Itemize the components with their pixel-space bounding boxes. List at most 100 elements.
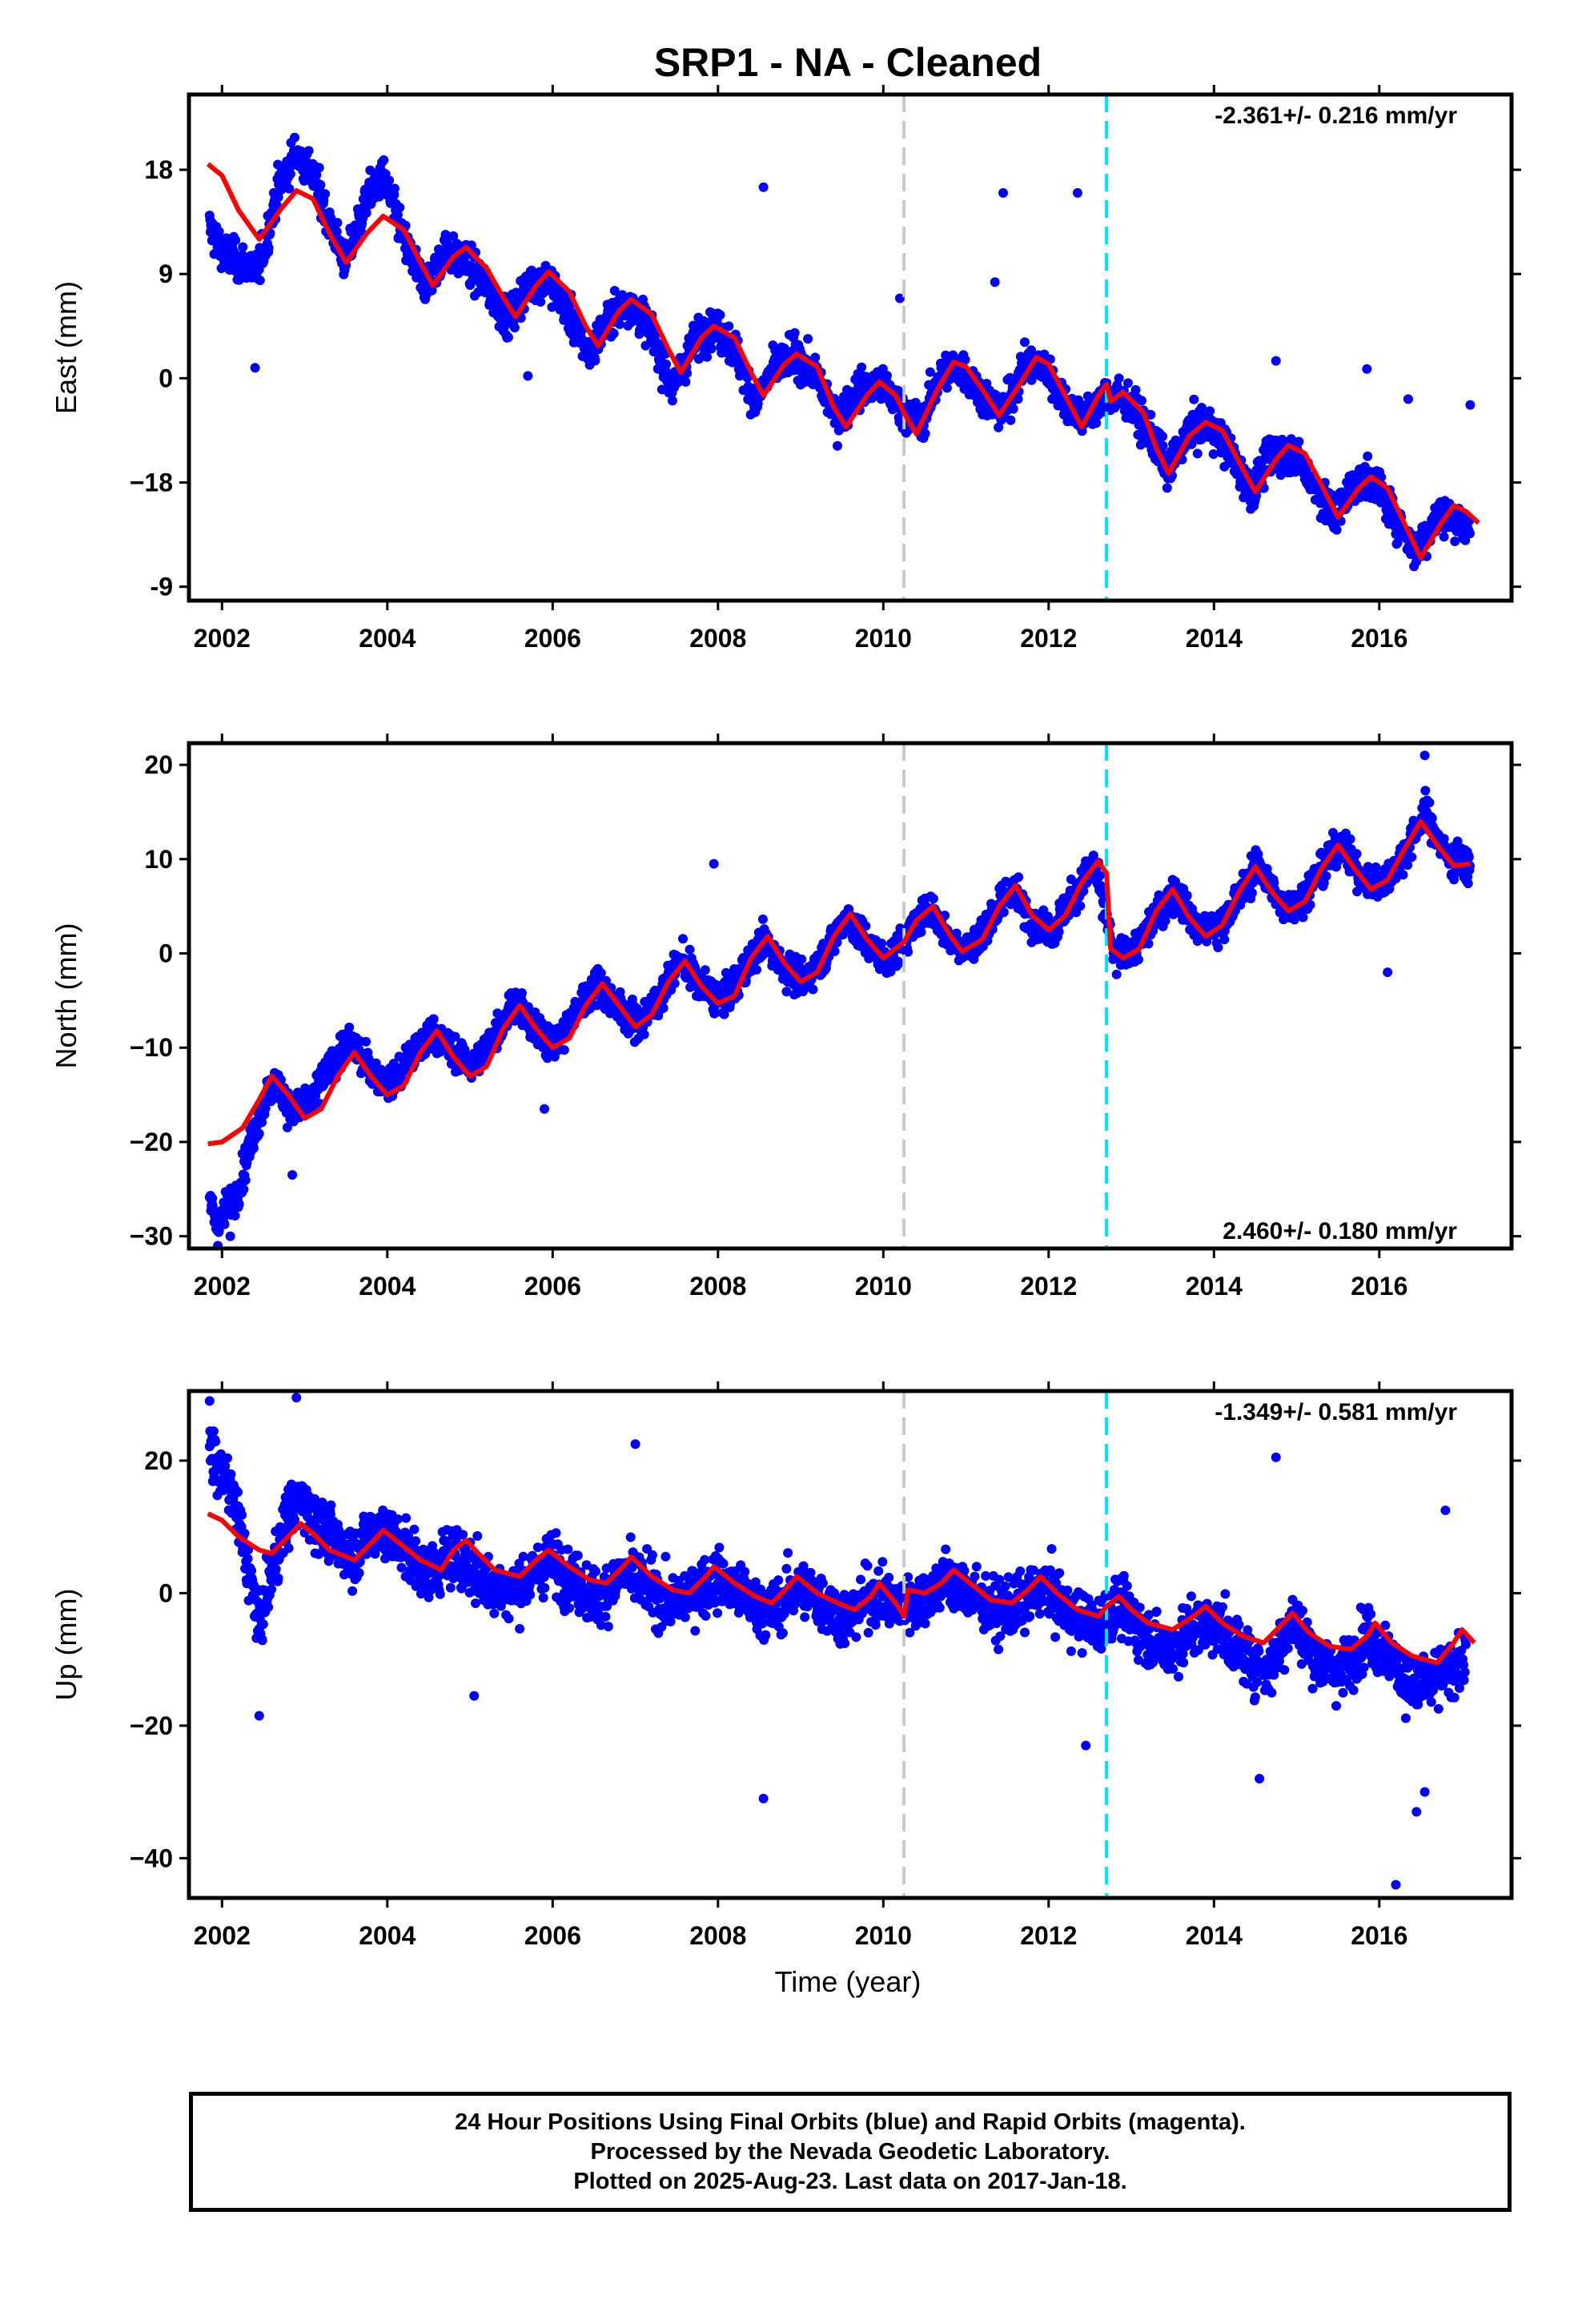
east-data-point bbox=[1392, 537, 1403, 548]
east-data-point bbox=[263, 243, 274, 253]
north-data-point bbox=[260, 1103, 271, 1113]
east-data-point bbox=[440, 230, 451, 239]
east-outlier-point bbox=[1072, 187, 1082, 198]
east-data-point bbox=[789, 328, 800, 338]
east-data-point bbox=[379, 155, 389, 165]
east-data-point bbox=[857, 362, 867, 372]
east-x-tick-label: 2008 bbox=[689, 624, 746, 653]
east-data-point bbox=[315, 179, 326, 190]
east-data-point bbox=[1020, 337, 1030, 348]
east-outlier-point bbox=[1465, 400, 1476, 410]
east-outlier-point bbox=[1362, 364, 1372, 374]
north-data-point bbox=[1043, 911, 1053, 922]
north-data-point bbox=[1054, 927, 1064, 937]
east-outlier-point bbox=[758, 182, 769, 192]
north-data-point bbox=[877, 939, 887, 948]
east-outlier-point bbox=[523, 371, 533, 381]
east-outlier-point bbox=[990, 277, 1000, 287]
east-data-point bbox=[1158, 432, 1168, 441]
east-data-point bbox=[320, 189, 331, 199]
east-data-point bbox=[1091, 418, 1102, 428]
north-data-point bbox=[344, 1022, 355, 1032]
north-data-point bbox=[829, 946, 840, 956]
east-data-point bbox=[255, 275, 265, 285]
east-data-point bbox=[1286, 434, 1296, 444]
east-data-point bbox=[509, 323, 520, 333]
east-data-point bbox=[715, 310, 725, 320]
east-outlier-point bbox=[894, 293, 905, 304]
north-data-point bbox=[207, 1193, 218, 1204]
east-x-tick-label: 2006 bbox=[524, 624, 581, 653]
north-data-point bbox=[559, 1045, 569, 1055]
north-data-point bbox=[596, 968, 606, 979]
north-data-point bbox=[781, 987, 792, 997]
east-data-point bbox=[833, 440, 842, 451]
east-data-point bbox=[392, 210, 403, 220]
east-data-point bbox=[994, 422, 1004, 432]
east-x-tick-label: 2002 bbox=[194, 624, 251, 653]
north-data-point bbox=[1182, 891, 1192, 901]
east-frame bbox=[187, 92, 1514, 603]
north-data-point bbox=[1094, 870, 1105, 881]
north-data-point bbox=[361, 1036, 371, 1047]
east-data-point bbox=[1137, 396, 1146, 406]
east-data-point bbox=[682, 368, 693, 378]
north-data-point bbox=[428, 1014, 439, 1024]
east-data-point bbox=[1192, 448, 1203, 459]
north-data-point bbox=[230, 1211, 240, 1220]
east-data-point bbox=[810, 352, 821, 363]
north-data-point bbox=[1168, 909, 1178, 919]
east-outlier-point bbox=[250, 363, 260, 373]
east-data-point bbox=[960, 355, 970, 365]
east-data-point bbox=[273, 192, 283, 203]
east-data-point bbox=[615, 319, 624, 329]
east-data-point bbox=[1196, 403, 1207, 412]
east-data-point bbox=[284, 183, 295, 194]
north-y-axis-label: North (mm) bbox=[50, 923, 82, 1069]
north-data-point bbox=[1075, 901, 1086, 911]
east-data-point bbox=[608, 328, 619, 339]
east-data-point bbox=[1162, 483, 1172, 493]
east-data-point bbox=[681, 376, 691, 387]
east-y-tick-label: −18 bbox=[130, 468, 173, 497]
north-data-point bbox=[757, 914, 768, 924]
north-data-point bbox=[1097, 886, 1107, 896]
east-data-point bbox=[1114, 373, 1124, 384]
north-data-point bbox=[240, 1175, 251, 1185]
north-data-point bbox=[903, 947, 913, 957]
east-data-point bbox=[311, 170, 322, 180]
east-data-point bbox=[503, 332, 513, 343]
north-data-point bbox=[219, 1219, 230, 1229]
east-data-point bbox=[536, 296, 546, 307]
east-data-point bbox=[1130, 384, 1141, 395]
east-y-tick-label: 9 bbox=[159, 259, 173, 288]
east-data-point bbox=[1146, 409, 1156, 420]
east-x-tick-label: 2004 bbox=[359, 624, 416, 653]
north-data-point bbox=[700, 965, 710, 975]
north-data-point bbox=[254, 1128, 264, 1139]
north-data-point bbox=[1111, 969, 1122, 979]
east-data-point bbox=[881, 371, 892, 380]
east-data-point bbox=[332, 218, 343, 228]
north-data-point bbox=[1014, 872, 1024, 883]
east-data-point bbox=[1450, 537, 1460, 546]
east-data-point bbox=[803, 334, 813, 344]
east-data-point bbox=[667, 396, 677, 406]
east-data-point bbox=[742, 372, 753, 383]
east-data-point bbox=[1294, 436, 1304, 447]
east-data-point bbox=[238, 242, 248, 252]
north-data-point bbox=[248, 1143, 259, 1153]
north-data-point bbox=[639, 1029, 649, 1039]
east-rate-label: -2.361+/- 0.216 mm/yr bbox=[1215, 103, 1457, 129]
east-y-tick-label: 18 bbox=[144, 155, 173, 184]
east-data-point bbox=[231, 235, 241, 245]
north-data-point bbox=[234, 1199, 244, 1209]
east-data-point bbox=[617, 290, 628, 300]
east-data-point bbox=[303, 146, 314, 156]
east-data-point bbox=[361, 207, 371, 218]
east-data-point bbox=[427, 285, 437, 296]
east-data-point bbox=[1006, 415, 1016, 425]
east-y-axis-label: East (mm) bbox=[50, 281, 82, 414]
north-data-point bbox=[797, 954, 807, 964]
